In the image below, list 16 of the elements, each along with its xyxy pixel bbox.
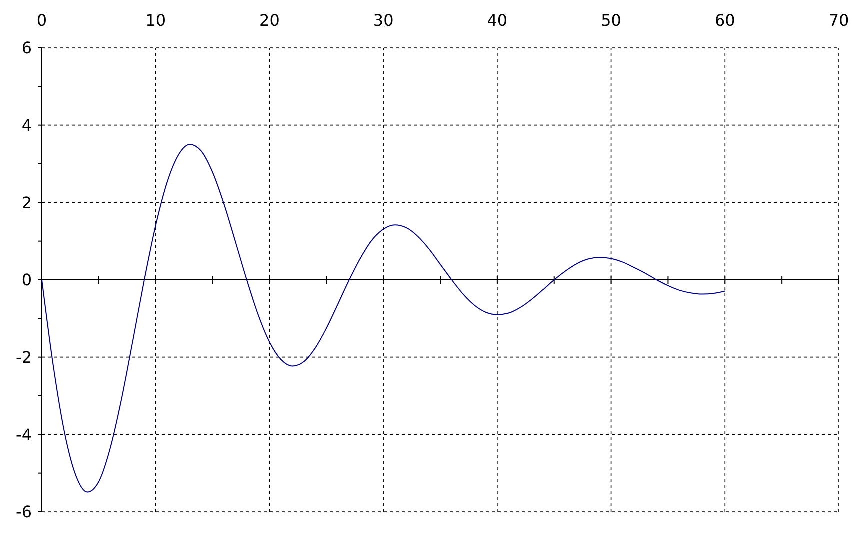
x-tick-label: 0 xyxy=(36,11,48,30)
x-tick-label: 10 xyxy=(146,11,166,30)
x-tick-label: 20 xyxy=(260,11,280,30)
y-tick-label: 0 xyxy=(22,270,32,290)
x-tick-label: 60 xyxy=(714,11,736,30)
y-tick-label: 2 xyxy=(22,193,32,212)
y-tick-label: 4 xyxy=(22,116,32,135)
y-tick-label: -2 xyxy=(16,348,32,367)
x-tick-label: 30 xyxy=(373,11,394,30)
x-tick-label: 70 xyxy=(828,11,850,30)
y-tick-label: -6 xyxy=(16,502,32,522)
x-tick-label: 40 xyxy=(487,11,508,30)
x-tick-label: 50 xyxy=(601,11,622,30)
y-tick-label: -4 xyxy=(16,425,32,444)
y-tick-label: 6 xyxy=(22,38,32,58)
line-series xyxy=(42,144,726,493)
